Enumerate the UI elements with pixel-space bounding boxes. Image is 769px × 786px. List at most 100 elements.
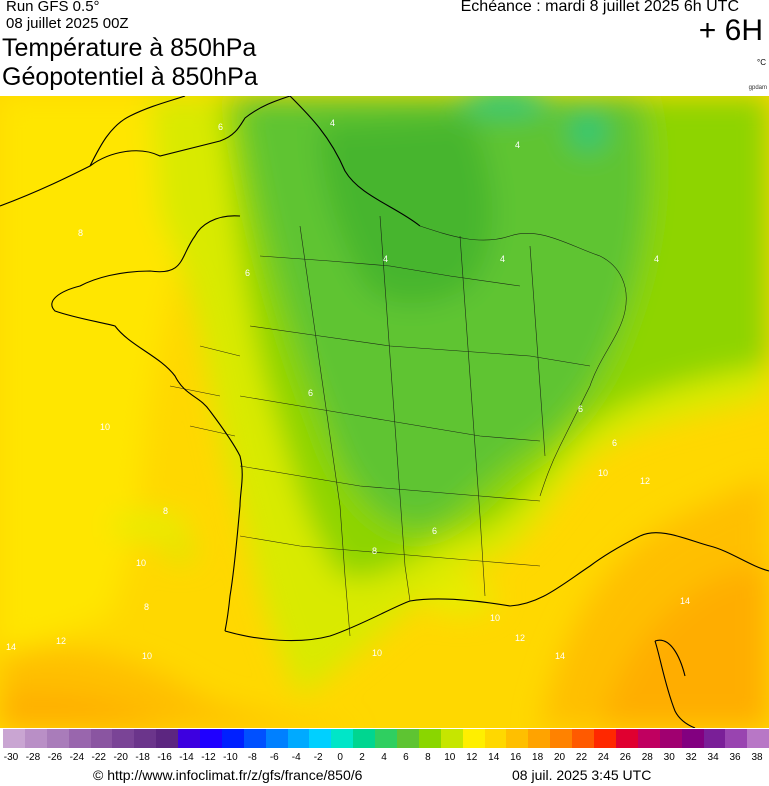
color-swatch — [747, 729, 769, 748]
title-temperature: Température à 850hPa — [2, 34, 257, 62]
scale-tick-label: 22 — [575, 752, 588, 763]
scale-tick-label: -16 — [157, 752, 172, 763]
contour-label: 10 — [598, 468, 608, 478]
color-swatch — [24, 729, 47, 748]
color-swatch — [615, 729, 638, 748]
color-swatch — [134, 729, 157, 748]
scale-tick-label: -30 — [3, 752, 19, 763]
color-swatch — [659, 729, 682, 748]
color-swatch — [681, 729, 704, 748]
isotherm-labels: 4 4 4 4 4 6 6 6 6 6 6 8 8 8 8 10 10 10 1… — [6, 118, 690, 661]
contour-label: 8 — [78, 228, 83, 238]
contour-label: 6 — [218, 122, 223, 132]
contour-label: 4 — [515, 140, 520, 150]
scale-tick-label: 12 — [466, 752, 478, 763]
color-swatch — [725, 729, 748, 748]
contour-label: 6 — [432, 526, 437, 536]
color-scale-bar — [3, 729, 769, 748]
scale-tick-label: -28 — [25, 752, 41, 763]
run-label: Run GFS 0.5° — [6, 0, 100, 15]
color-swatch — [309, 729, 332, 748]
color-swatch — [353, 729, 376, 748]
contour-label: 12 — [515, 633, 525, 643]
contour-label: 12 — [640, 476, 650, 486]
forecast-hour: + 6H — [698, 14, 763, 47]
scale-tick-label: 20 — [553, 752, 566, 763]
scale-tick-label: 18 — [532, 752, 544, 763]
coastline — [0, 96, 769, 728]
color-swatch — [462, 729, 485, 748]
color-swatch — [3, 729, 25, 748]
color-swatch — [46, 729, 69, 748]
scale-tick-label: 6 — [403, 752, 409, 763]
contour-label: 10 — [142, 651, 152, 661]
source-url: © http://www.infoclimat.fr/z/gfs/france/… — [93, 767, 363, 783]
contour-label: 14 — [555, 651, 565, 661]
color-swatch — [331, 729, 354, 748]
scale-tick-label: 8 — [425, 752, 431, 763]
contour-label: 8 — [144, 602, 149, 612]
color-swatch — [397, 729, 419, 748]
scale-tick-label: 16 — [510, 752, 522, 763]
contour-label: 4 — [383, 254, 388, 264]
color-swatch — [594, 729, 616, 748]
echeance-label: Echéance : mardi 8 juillet 2025 6h UTC — [460, 0, 739, 15]
scale-tick-label: 38 — [751, 752, 763, 763]
color-swatch — [287, 729, 310, 748]
color-swatch — [200, 729, 222, 748]
contour-label: 8 — [372, 546, 377, 556]
color-swatch — [68, 729, 91, 748]
color-swatch — [703, 729, 726, 748]
scale-tick-label: -20 — [113, 752, 128, 763]
color-swatch — [156, 729, 179, 748]
contour-label: 10 — [372, 648, 382, 658]
title-geopotential: Géopotentiel à 850hPa — [2, 63, 258, 91]
contour-label: 4 — [654, 254, 659, 264]
scale-tick-label: 32 — [685, 752, 697, 763]
contour-label: 10 — [136, 558, 146, 568]
scale-tick-label: -26 — [47, 752, 63, 763]
scale-tick-label: 26 — [619, 752, 631, 763]
color-swatch — [572, 729, 595, 748]
contour-label: 10 — [100, 422, 110, 432]
scale-tick-label: -22 — [91, 752, 106, 763]
scale-tick-label: 2 — [359, 752, 365, 763]
run-date: 08 juillet 2025 00Z — [6, 15, 129, 32]
scale-tick-label: -4 — [291, 752, 301, 763]
contour-label: 6 — [308, 388, 313, 398]
unit-label: °C — [757, 58, 766, 67]
contour-label: 14 — [680, 596, 690, 606]
scale-tick-label: -12 — [201, 752, 216, 763]
contour-label: 4 — [330, 118, 335, 128]
department-borders — [169, 215, 627, 637]
contour-label: 10 — [490, 613, 500, 623]
scale-tick-label: 4 — [381, 752, 387, 763]
color-scale-ticks: -30 -28 -26 -24 -22 -20 -18 -16 -14 -12 -10 -8 -6 -4-… — [0, 752, 769, 766]
scale-tick-label: 10 — [444, 752, 456, 763]
contour-label: 8 — [163, 506, 168, 516]
contour-label: 6 — [245, 268, 250, 278]
color-swatch — [243, 729, 266, 748]
scale-tick-label: -6 — [269, 752, 279, 763]
color-swatch — [550, 729, 573, 748]
color-swatch — [637, 729, 660, 748]
scale-tick-label: 28 — [641, 752, 653, 763]
scale-tick-label: -2 — [313, 752, 323, 763]
contour-label: 6 — [578, 404, 583, 414]
color-swatch — [178, 729, 201, 748]
scale-tick-label: -24 — [69, 752, 85, 763]
color-swatch — [418, 729, 441, 748]
color-swatch — [484, 729, 507, 748]
generated-timestamp: 08 juil. 2025 3:45 UTC — [512, 767, 652, 783]
temperature-field — [0, 96, 769, 728]
color-swatch — [528, 729, 551, 748]
scale-tick-label: -14 — [179, 752, 194, 763]
scale-tick-label: -10 — [223, 752, 238, 763]
contour-label: 6 — [612, 438, 617, 448]
scale-tick-label: 36 — [729, 752, 741, 763]
scale-tick-label: 24 — [597, 752, 609, 763]
color-swatch — [375, 729, 398, 748]
color-swatch — [112, 729, 135, 748]
scale-tick-label: 34 — [707, 752, 719, 763]
contour-label: 14 — [6, 642, 16, 652]
